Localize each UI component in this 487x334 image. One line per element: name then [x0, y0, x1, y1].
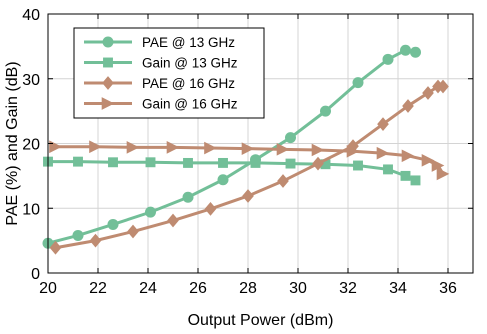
data-point [108, 157, 118, 168]
legend-entry-label: Gain @ 13 GHz [142, 56, 238, 71]
data-point [400, 44, 411, 56]
data-point [49, 140, 62, 154]
legend-entry-label: PAE @ 13 GHz [142, 35, 235, 50]
data-point [73, 156, 83, 167]
data-point [401, 149, 415, 163]
data-point [183, 157, 193, 168]
data-point [145, 206, 156, 218]
data-point [49, 240, 62, 255]
data-point [285, 132, 296, 144]
data-point [167, 213, 179, 228]
y-axis-label: PAE (%) and Gain (dB) [4, 61, 21, 225]
data-point [276, 143, 290, 156]
data-point [421, 154, 435, 167]
data-point [89, 140, 102, 154]
legend-swatch-marker [102, 36, 114, 48]
data-point [436, 167, 450, 181]
y-tick-label: 20 [22, 137, 40, 154]
x-tick-label: 36 [439, 280, 457, 297]
y-tick-label: 0 [31, 266, 40, 283]
y-tick-label: 10 [22, 201, 40, 218]
data-point [204, 202, 217, 216]
data-point [346, 144, 360, 158]
data-point [241, 142, 255, 156]
x-tick-label: 20 [39, 280, 57, 297]
legend-swatch-marker [101, 97, 115, 110]
data-point [352, 77, 364, 89]
x-axis-label: Output Power (dBm) [188, 312, 334, 329]
data-point [127, 224, 139, 239]
legend-entry-label: PAE @ 16 GHz [142, 76, 235, 91]
data-point [204, 141, 217, 155]
data-point [382, 53, 394, 65]
x-tick-label: 26 [189, 280, 207, 297]
data-point [89, 233, 102, 248]
data-point [285, 158, 296, 169]
data-point [320, 159, 331, 170]
data-point [72, 229, 84, 241]
series-gain-13-ghz [43, 156, 421, 186]
data-point [320, 105, 331, 117]
series-pae-16-ghz [49, 79, 449, 255]
data-point [410, 46, 421, 58]
y-tick-label: 30 [22, 72, 40, 89]
data-point [376, 146, 390, 160]
data-point [400, 170, 411, 181]
data-point [437, 79, 449, 94]
data-point [410, 175, 421, 186]
data-point [182, 191, 194, 203]
legend-swatch-marker [103, 57, 113, 68]
data-point [107, 218, 119, 230]
legend-entry-label: Gain @ 16 GHz [142, 97, 238, 112]
x-tick-label: 30 [289, 280, 307, 297]
x-tick-label: 34 [389, 280, 407, 297]
data-point [218, 157, 228, 168]
data-point [377, 117, 389, 131]
series-layer [42, 44, 450, 255]
data-point [402, 99, 414, 113]
data-point [311, 143, 325, 157]
data-point [353, 160, 363, 171]
data-point [250, 157, 261, 168]
x-tick-label: 22 [89, 280, 107, 297]
data-point [383, 164, 393, 175]
data-point [217, 174, 229, 186]
data-point [422, 86, 434, 100]
y-tick-label: 40 [22, 7, 40, 24]
legend-swatch-marker [102, 76, 114, 90]
data-point [145, 157, 156, 168]
data-point [312, 156, 324, 171]
data-point [277, 174, 289, 188]
data-point [166, 141, 180, 154]
x-tick-label: 32 [339, 280, 357, 297]
legend: PAE @ 13 GHz Gain @ 13 GHz PAE @ 16 GHz Gai… [73, 27, 265, 119]
x-tick-label: 28 [239, 280, 257, 297]
data-point [126, 141, 140, 154]
data-point [242, 189, 254, 203]
x-tick-label: 24 [139, 280, 157, 297]
tick-layer: 20 22 24 26 28 30 32 34 36 0 10 20 30 40 [22, 7, 473, 297]
data-point [431, 159, 445, 172]
